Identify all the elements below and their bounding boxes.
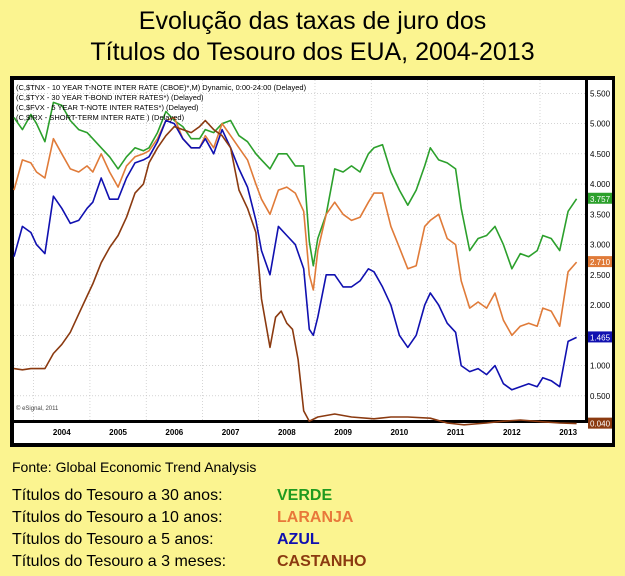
source-note: Fonte: Global Economic Trend Analysis bbox=[12, 459, 257, 475]
end-value-box-fvx bbox=[588, 331, 612, 343]
x-tick-label: 2004 bbox=[53, 428, 71, 437]
end-value-label-fvx: 1.465 bbox=[590, 333, 611, 342]
chart-title-line-2: Títulos do Tesouro dos EUA, 2004-2013 bbox=[90, 38, 535, 66]
header-line-4: (C,$IRX - SHORT-TERM INTER RATE ) (Delay… bbox=[16, 113, 185, 122]
chart-title-line-1: Evolução das taxas de juro dos bbox=[138, 7, 487, 35]
end-value-box-tnx bbox=[588, 256, 612, 268]
y-tick-label: 4.500 bbox=[590, 150, 611, 159]
legend-label-3m: Títulos do Tesouro a 3 meses: bbox=[12, 553, 227, 570]
legend-row-3m: Títulos do Tesouro a 3 meses: CASTANHO bbox=[12, 553, 366, 571]
x-tick-label: 2008 bbox=[278, 428, 296, 437]
end-value-box-irx bbox=[588, 417, 612, 429]
legend-color-3m: CASTANHO bbox=[277, 553, 367, 570]
series-line-tnx bbox=[13, 116, 578, 337]
legend-color-5y: AZUL bbox=[277, 531, 320, 548]
y-tick-label: 2.000 bbox=[590, 301, 611, 310]
watermark: © eSignal, 2011 bbox=[16, 405, 59, 412]
end-value-label-tyx: 3.757 bbox=[590, 195, 611, 204]
legend-row-10y: Títulos do Tesouro a 10 anos: LARANJA bbox=[12, 509, 353, 527]
y-tick-label: 3.000 bbox=[590, 241, 611, 250]
end-value-box-tyx bbox=[588, 192, 612, 204]
series-line-fvx bbox=[13, 119, 577, 391]
y-tick-label: 0.500 bbox=[590, 392, 611, 401]
chart-header: (C,$TNX - 10 YEAR T-NOTE INTER RATE (CBO… bbox=[16, 83, 307, 122]
y-axis-area bbox=[588, 80, 612, 420]
y-tick-label: 3.500 bbox=[590, 210, 611, 219]
legend-color-10y: LARANJA bbox=[277, 509, 354, 526]
y-tick-label: 4.000 bbox=[590, 180, 611, 189]
y-tick-label: 5.000 bbox=[590, 120, 611, 129]
y-tick-label: 2.500 bbox=[590, 271, 611, 280]
axis-labels: 0.5001.0001.5002.0002.5003.0003.5004.000… bbox=[53, 89, 612, 437]
x-tick-label: 2011 bbox=[447, 428, 465, 437]
x-tick-label: 2006 bbox=[165, 428, 183, 437]
y-tick-label: 5.500 bbox=[590, 89, 611, 98]
series-layer bbox=[13, 101, 578, 426]
legend-label-10y: Títulos do Tesouro a 10 anos: bbox=[12, 509, 223, 526]
x-tick-label: 2007 bbox=[222, 428, 240, 437]
end-value-label-irx: 0.040 bbox=[590, 420, 611, 429]
legend-row-30y: Títulos do Tesouro a 30 anos: VERDE bbox=[12, 487, 332, 505]
end-value-label-tnx: 2.710 bbox=[590, 258, 611, 267]
y-tick-label: 1.000 bbox=[590, 362, 611, 371]
legend-color-30y: VERDE bbox=[277, 487, 333, 504]
legend-row-5y: Títulos do Tesouro a 5 anos: AZUL bbox=[12, 531, 320, 549]
header-line-3: (C,$FVX - 5 YEAR T-NOTE INTER RATES*) (D… bbox=[16, 103, 199, 112]
legend-label-5y: Títulos do Tesouro a 5 anos: bbox=[12, 531, 214, 548]
x-tick-label: 2013 bbox=[559, 428, 577, 437]
x-axis-area bbox=[14, 423, 612, 443]
legend-label-30y: Títulos do Tesouro a 30 anos: bbox=[12, 487, 223, 504]
x-tick-label: 2012 bbox=[503, 428, 521, 437]
header-line-1: (C,$TNX - 10 YEAR T-NOTE INTER RATE (CBO… bbox=[16, 83, 307, 92]
yield-chart: 0.5001.0001.5002.0002.5003.0003.5004.000… bbox=[10, 76, 615, 447]
x-tick-label: 2010 bbox=[390, 428, 408, 437]
header-line-2: (C,$TYX - 30 YEAR T-BOND INTER RATES*) (… bbox=[16, 93, 204, 102]
gridlines bbox=[14, 80, 585, 420]
x-tick-label: 2005 bbox=[109, 428, 127, 437]
series-line-irx bbox=[13, 119, 577, 426]
x-tick-label: 2009 bbox=[334, 428, 352, 437]
series-line-tyx bbox=[13, 101, 578, 270]
